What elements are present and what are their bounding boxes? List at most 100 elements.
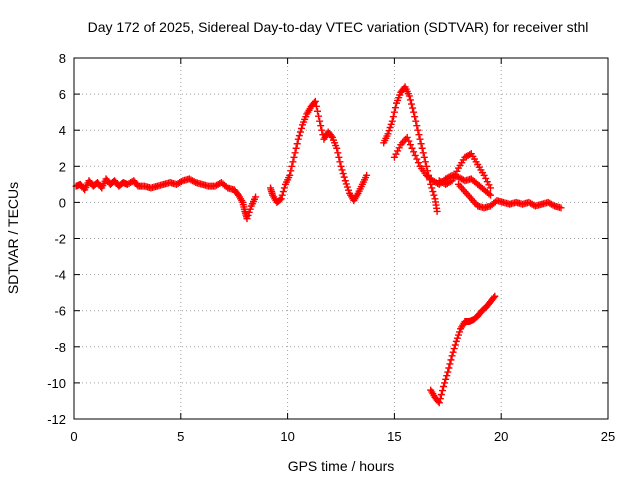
data-point-marker — [429, 188, 437, 196]
data-point-marker — [403, 133, 411, 141]
data-point-marker — [286, 171, 294, 179]
data-point-marker — [490, 294, 498, 302]
x-tick-label: 10 — [280, 429, 294, 444]
data-point-marker — [448, 177, 456, 185]
y-tick-label: -4 — [54, 268, 66, 283]
data-point-marker — [487, 184, 495, 192]
data-point-marker — [293, 140, 301, 148]
data-point-marker — [390, 153, 398, 161]
data-point-marker — [407, 100, 415, 108]
data-point-marker — [336, 158, 344, 166]
data-point-marker — [438, 387, 446, 395]
y-tick-label: -10 — [47, 376, 66, 391]
data-point-marker — [451, 341, 459, 349]
data-point-marker — [406, 96, 414, 104]
x-axis-label: GPS time / hours — [288, 458, 395, 474]
data-point-marker — [389, 113, 397, 121]
data-point-marker — [480, 171, 488, 179]
data-point-marker — [415, 131, 423, 139]
data-point-marker — [387, 120, 395, 128]
data-point-marker — [291, 149, 299, 157]
data-point-marker — [549, 201, 557, 209]
data-point-marker — [317, 122, 325, 130]
data-point-marker — [342, 180, 350, 188]
data-point-marker — [277, 195, 285, 203]
data-point-marker — [449, 348, 457, 356]
data-point-marker — [279, 188, 287, 196]
data-point-marker — [386, 123, 394, 131]
y-tick-label: -6 — [54, 304, 66, 319]
data-point-marker — [294, 135, 302, 143]
data-point-marker — [297, 124, 305, 132]
data-point-marker — [456, 328, 464, 336]
data-point-marker — [430, 191, 438, 199]
data-point-marker — [314, 107, 322, 115]
data-point-marker — [417, 140, 425, 148]
data-point-marker — [441, 379, 449, 387]
data-point-marker — [280, 184, 288, 192]
data-point-marker — [557, 204, 565, 212]
y-tick-label: 4 — [59, 123, 66, 138]
data-point-marker — [437, 391, 445, 399]
data-point-marker — [244, 211, 252, 219]
data-point-marker — [385, 127, 393, 135]
y-tick-label: -12 — [47, 412, 66, 427]
data-point-marker — [327, 132, 335, 140]
data-point-marker — [391, 104, 399, 112]
axis-ticks: 0 5 10 15 20 25 -12 -10 -8 -6 -4 -2 0 2 4 6 8 — [47, 51, 615, 444]
data-point-marker — [333, 144, 341, 152]
data-point-marker — [289, 158, 297, 166]
data-point-marker — [451, 170, 459, 178]
data-point-marker — [410, 148, 418, 156]
data-point-marker — [252, 193, 260, 201]
data-point-marker — [442, 375, 450, 383]
data-point-marker — [413, 122, 421, 130]
data-point-marker — [485, 190, 493, 198]
x-tick-label: 25 — [601, 429, 615, 444]
y-tick-label: 0 — [59, 195, 66, 210]
data-point-marker — [395, 144, 403, 152]
data-point-marker — [344, 186, 352, 194]
data-point-marker — [414, 159, 422, 167]
data-point-marker — [295, 132, 303, 140]
data-point-marker — [452, 337, 460, 345]
data-point-marker — [491, 292, 499, 300]
data-point-marker — [334, 149, 342, 157]
data-point-marker — [436, 395, 444, 403]
data-point-marker — [412, 117, 420, 125]
data-point-marker — [454, 331, 462, 339]
y-tick-label: 6 — [59, 87, 66, 102]
data-point-marker — [341, 177, 349, 185]
data-point-marker — [390, 108, 398, 116]
data-point-marker — [428, 184, 436, 192]
data-point-marker — [363, 171, 371, 179]
data-point-marker — [340, 173, 348, 181]
data-point-marker — [422, 162, 430, 170]
data-point-marker — [316, 117, 324, 125]
data-point-marker — [276, 196, 284, 204]
data-point-marker — [405, 92, 413, 100]
data-point-marker — [337, 162, 345, 170]
grid — [74, 58, 608, 419]
y-tick-label: -8 — [54, 340, 66, 355]
data-point-marker — [446, 360, 454, 368]
data-point-marker — [487, 191, 495, 199]
data-point-marker — [310, 99, 318, 107]
data-point-marker — [443, 372, 451, 380]
data-point-marker — [411, 151, 419, 159]
data-point-marker — [394, 147, 402, 155]
data-point-marker — [392, 150, 400, 158]
y-tick-label: 2 — [59, 159, 66, 174]
data-point-marker — [246, 205, 254, 213]
y-axis-label: SDTVAR / TECUs — [5, 182, 21, 294]
data-point-marker — [312, 102, 320, 110]
data-point-marker — [408, 144, 416, 152]
data-point-marker — [296, 128, 304, 136]
data-point-marker — [444, 368, 452, 376]
data-point-marker — [388, 117, 396, 125]
y-tick-label: 8 — [59, 51, 66, 66]
data-point-marker — [290, 153, 298, 161]
data-point-marker — [409, 104, 417, 112]
data-point-marker — [453, 334, 461, 342]
